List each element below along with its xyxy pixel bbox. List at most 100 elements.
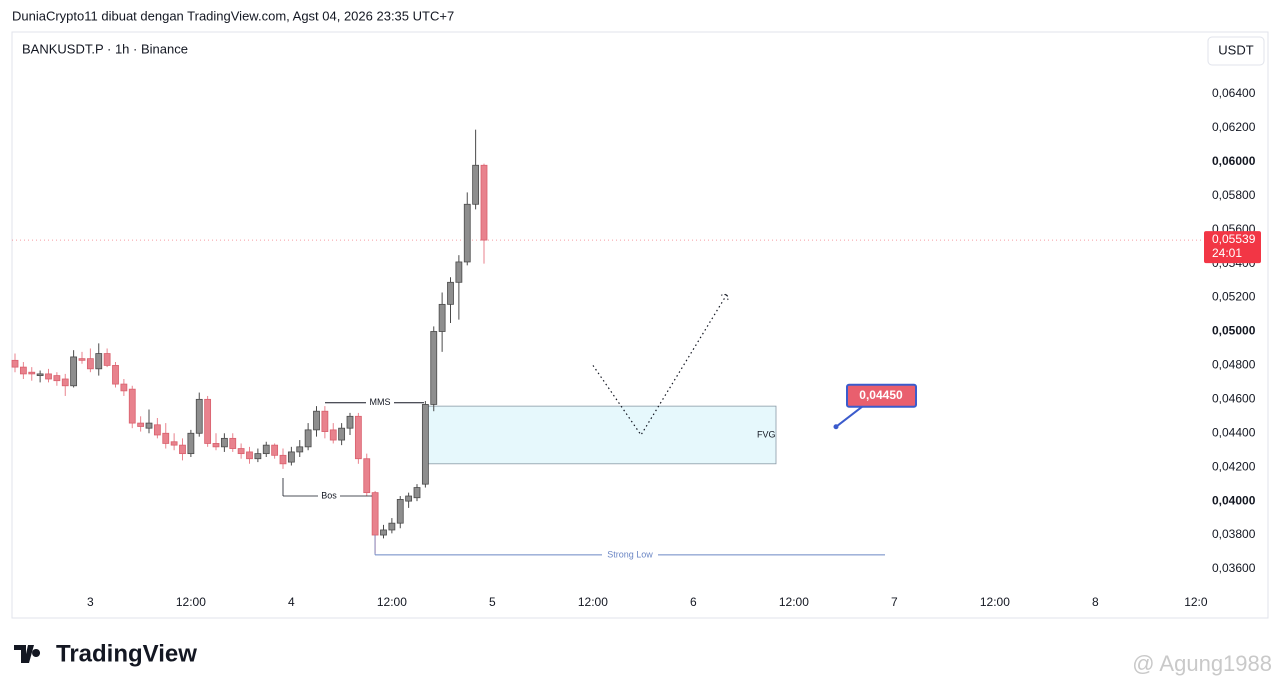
candle-body bbox=[413, 487, 421, 499]
candle-body bbox=[271, 444, 279, 456]
strong-low-label: Strong Low bbox=[607, 549, 653, 559]
candle-body bbox=[338, 427, 346, 441]
candle-body bbox=[279, 454, 287, 465]
logo-icon bbox=[14, 645, 41, 663]
mms-label: MMS bbox=[370, 397, 391, 407]
y-tick-label: 0,04800 bbox=[1212, 358, 1256, 372]
x-tick-label: 12:00 bbox=[779, 595, 809, 609]
candle-body bbox=[447, 281, 454, 305]
last-price-tag bbox=[1204, 231, 1261, 264]
bos-label-bg bbox=[318, 490, 340, 503]
candle-body bbox=[179, 444, 186, 455]
y-tick-label: 0,06000 bbox=[1212, 154, 1256, 168]
candle-body bbox=[296, 446, 304, 453]
logo-text: TradingView bbox=[56, 640, 197, 667]
candle-body bbox=[86, 358, 94, 370]
candle-body bbox=[380, 529, 387, 536]
y-tick-label: 0,03600 bbox=[1212, 561, 1256, 575]
candle-body bbox=[237, 448, 245, 455]
x-tick-label: 3 bbox=[87, 595, 94, 609]
candle-body bbox=[220, 437, 228, 448]
x-tick-label: 12:00 bbox=[377, 595, 407, 609]
candle-body bbox=[78, 358, 86, 361]
y-tick-label: 0,05000 bbox=[1212, 324, 1256, 338]
candle-body bbox=[472, 164, 480, 205]
candle-body bbox=[95, 353, 103, 370]
candle-body bbox=[28, 371, 36, 375]
candle-body bbox=[170, 441, 178, 446]
x-tick-label: 4 bbox=[288, 595, 295, 609]
candle-body bbox=[246, 451, 253, 460]
candle-body bbox=[112, 365, 119, 385]
y-tick-label: 0,05800 bbox=[1212, 188, 1256, 202]
currency-box[interactable] bbox=[1207, 36, 1265, 66]
target-pointer bbox=[835, 405, 863, 428]
candle-body bbox=[329, 429, 337, 441]
x-tick-label: 12:00 bbox=[176, 595, 206, 609]
candle-body bbox=[70, 356, 78, 387]
x-tick-label: 6 bbox=[690, 595, 697, 609]
candle-body bbox=[19, 366, 27, 375]
fvg-label: FVG bbox=[757, 429, 776, 439]
target-label: 0,04450 bbox=[859, 388, 903, 402]
candle-body bbox=[363, 458, 371, 494]
candle-body bbox=[455, 261, 463, 283]
countdown: 24:01 bbox=[1212, 246, 1242, 260]
watermark: @ Agung1988 bbox=[1132, 651, 1272, 676]
candle-body bbox=[36, 373, 44, 376]
candle-body bbox=[254, 453, 262, 460]
mms-label-bg bbox=[366, 396, 394, 409]
candle-body bbox=[430, 331, 438, 405]
candle-body bbox=[354, 415, 362, 460]
candle-body bbox=[120, 383, 128, 392]
x-tick-label: 8 bbox=[1092, 595, 1099, 609]
candle-body bbox=[145, 422, 153, 429]
y-tick-label: 0,06200 bbox=[1212, 120, 1256, 134]
y-tick-label: 0,04200 bbox=[1212, 459, 1256, 473]
candle-body bbox=[61, 378, 69, 387]
y-tick-label: 0,03800 bbox=[1212, 527, 1256, 541]
credit: DuniaCrypto11 dibuat dengan TradingView.… bbox=[12, 8, 454, 23]
x-tick-label: 7 bbox=[891, 595, 898, 609]
candle-body bbox=[463, 203, 471, 263]
candle-body bbox=[128, 388, 136, 424]
x-tick-label: 12:00 bbox=[578, 595, 608, 609]
candle-body bbox=[421, 404, 429, 485]
candle-body bbox=[153, 424, 161, 436]
candle-body bbox=[346, 415, 354, 429]
candle-body bbox=[321, 410, 329, 432]
strong-low-label-bg bbox=[602, 548, 658, 561]
candle-body bbox=[304, 429, 312, 448]
candle-body bbox=[262, 444, 270, 455]
candle-body bbox=[204, 398, 212, 444]
candle-body bbox=[388, 522, 396, 531]
candle-body bbox=[53, 375, 61, 382]
candle-body bbox=[480, 164, 488, 241]
candle-body bbox=[103, 353, 111, 366]
candle-body bbox=[396, 499, 404, 524]
candle-body bbox=[229, 437, 237, 449]
candle-body bbox=[45, 373, 52, 380]
y-tick-label: 0,04600 bbox=[1212, 392, 1256, 406]
target-box bbox=[846, 383, 917, 408]
candle-body bbox=[162, 432, 170, 444]
candle-body bbox=[137, 422, 145, 427]
candle-body bbox=[187, 432, 195, 455]
projection-path bbox=[592, 293, 728, 437]
frame bbox=[11, 31, 1269, 619]
currency[interactable]: USDT bbox=[1218, 42, 1253, 57]
candle-body bbox=[371, 492, 379, 536]
x-tick-label: 5 bbox=[489, 595, 496, 609]
y-tick-label: 0,05200 bbox=[1212, 290, 1256, 304]
candle-body bbox=[405, 495, 413, 502]
candle-body bbox=[287, 451, 295, 463]
x-tick-label: 12:00 bbox=[980, 595, 1010, 609]
y-tick-label: 0,04000 bbox=[1212, 493, 1256, 507]
bos-label: Bos bbox=[321, 490, 337, 500]
logo: TradingView bbox=[14, 640, 197, 667]
symbol-title: BANKUSDT.P · 1h · Binance bbox=[22, 41, 188, 56]
candle-body bbox=[212, 443, 220, 448]
candle-body bbox=[195, 398, 203, 434]
